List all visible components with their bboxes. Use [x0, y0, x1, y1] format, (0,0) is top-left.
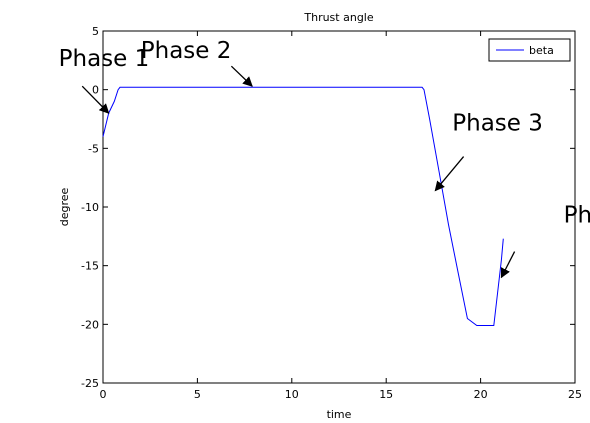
phase-arrow	[500, 251, 516, 279]
phase-label: Phase 4	[564, 202, 590, 228]
series-lines	[102, 86, 504, 326]
y-tick-label: -5	[88, 142, 99, 155]
legend-box	[488, 38, 571, 62]
x-tick-label: 15	[379, 388, 393, 401]
phase-arrow	[81, 85, 110, 114]
y-tick-label: -15	[81, 260, 99, 273]
y-tick-label: -10	[81, 201, 99, 214]
phase-arrow	[230, 65, 253, 87]
legend-label-beta: beta	[529, 44, 554, 57]
y-tick-label: -25	[81, 377, 99, 390]
x-tick-label: 25	[568, 388, 582, 401]
axis-ticks: 0 5 10 15 20 25 5 0 -5 -10 -15 -20 -25	[81, 25, 582, 401]
legend: beta	[488, 38, 571, 62]
phase-label: Phase 3	[452, 111, 543, 137]
x-tick-label: 0	[100, 388, 107, 401]
phase-label: Phase 2	[141, 38, 232, 64]
y-tick-label: 0	[92, 84, 99, 97]
y-tick-label: -20	[81, 318, 99, 331]
phase-label: Phase 1	[59, 46, 150, 72]
x-tick-label: 10	[285, 388, 299, 401]
chart-title: Thrust angle	[303, 11, 373, 24]
phase-arrow	[434, 156, 465, 192]
x-tick-label: 20	[474, 388, 488, 401]
x-axis-label: time	[327, 408, 352, 421]
x-tick-label: 5	[194, 388, 201, 401]
y-tick-label: 5	[92, 25, 99, 38]
plot-area	[102, 30, 576, 384]
y-axis-label: degree	[58, 188, 71, 227]
series-line-beta	[102, 86, 504, 326]
